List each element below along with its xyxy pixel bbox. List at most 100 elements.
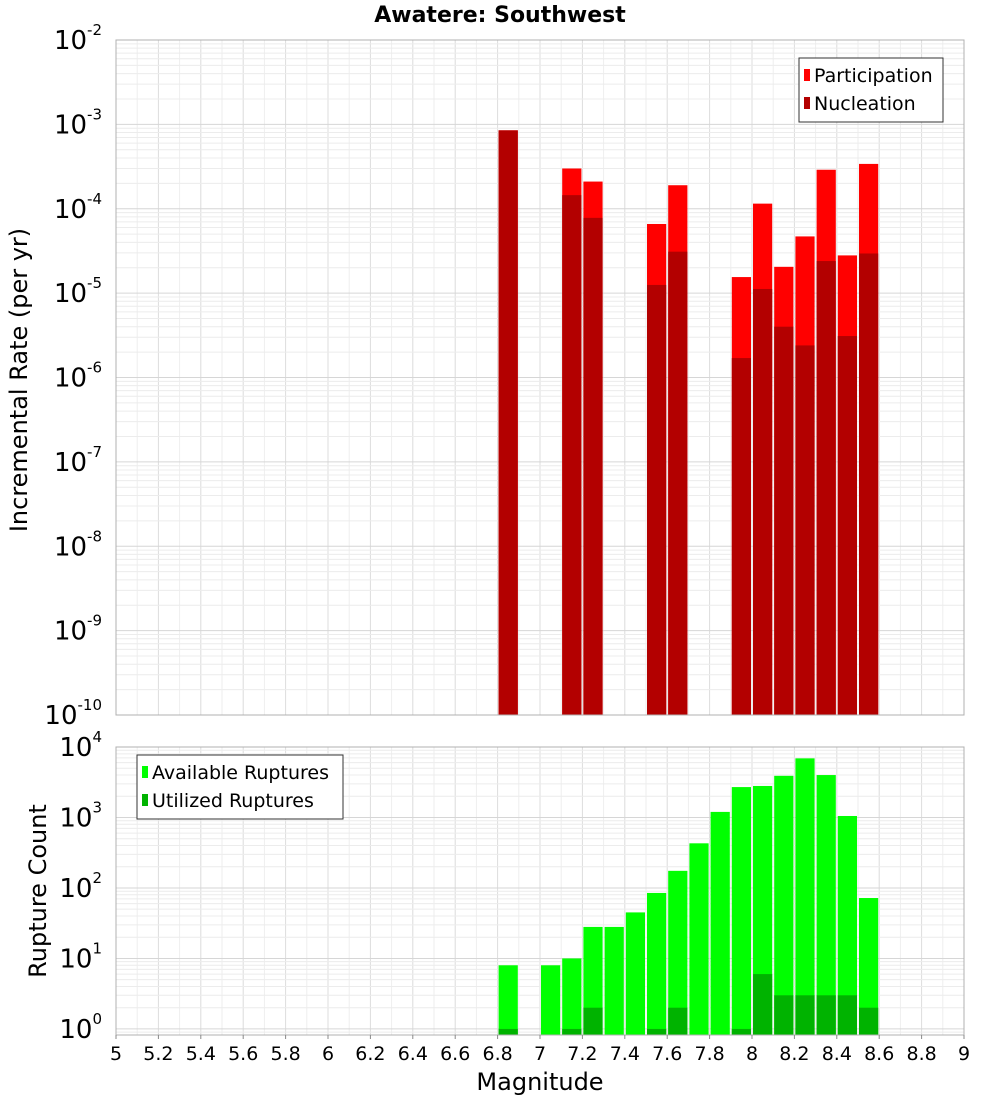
bottom-y-axis-label: Rupture Count xyxy=(24,804,52,978)
y-tick-label: 104 xyxy=(59,728,102,763)
legend-box xyxy=(798,57,944,123)
y-tick-label: 10-8 xyxy=(54,527,102,562)
x-tick-label: 8.8 xyxy=(906,1043,936,1065)
bottom-bar-b xyxy=(795,995,815,1035)
y-tick-label: 10-9 xyxy=(54,612,102,647)
legend-box xyxy=(136,754,344,820)
bottom-bar-b xyxy=(647,1028,667,1035)
bottom-bar-a xyxy=(541,965,561,1035)
y-tick-label: 103 xyxy=(59,798,102,833)
y-tick-label: 10-10 xyxy=(44,696,102,731)
bottom-bar-a xyxy=(562,958,582,1035)
legend-swatch xyxy=(142,766,148,778)
legend-swatch xyxy=(142,794,148,806)
top-bar-b xyxy=(753,288,773,715)
y-tick-label: 10-5 xyxy=(54,274,102,309)
x-tick-label: 6.6 xyxy=(440,1043,470,1065)
top-plot-border xyxy=(115,39,965,716)
top-bar-b xyxy=(562,195,582,715)
top-bar-b xyxy=(731,358,751,715)
bottom-bar-b xyxy=(859,1007,879,1035)
top-bar-b xyxy=(837,336,857,715)
x-tick-label: 5.6 xyxy=(228,1043,258,1065)
bottom-bar-b xyxy=(731,1028,751,1035)
bottom-bar-a xyxy=(795,758,815,1035)
x-tick-label: 5.8 xyxy=(270,1043,300,1065)
bottom-bar-b xyxy=(668,1007,688,1035)
x-tick-label: 8.6 xyxy=(864,1043,894,1065)
y-tick-label: 10-3 xyxy=(54,105,102,140)
bottom-bar-a xyxy=(816,775,836,1035)
legend-swatch xyxy=(804,97,810,109)
chart-title: Awatere: Southwest xyxy=(374,3,626,28)
x-tick-label: 7.2 xyxy=(567,1043,597,1065)
y-tick-label: 10-2 xyxy=(54,21,102,56)
top-bars xyxy=(498,130,879,716)
bottom-bar-a xyxy=(647,892,667,1035)
bottom-bar-a xyxy=(753,785,773,1035)
bottom-bar-a xyxy=(731,787,751,1035)
bottom-bar-a xyxy=(859,898,879,1035)
bottom-bar-b xyxy=(498,1028,518,1035)
bottom-bar-b xyxy=(562,1028,582,1035)
y-tick-label: 100 xyxy=(59,1010,102,1045)
legend-label: Participation xyxy=(814,65,933,87)
top-y-axis-label: Incremental Rate (per yr) xyxy=(5,228,33,532)
bottom-bar-a xyxy=(710,811,730,1035)
top-grid xyxy=(115,39,965,716)
x-tick-label: 7 xyxy=(534,1043,546,1065)
legend-label: Nucleation xyxy=(814,93,916,115)
y-tick-label: 10-4 xyxy=(54,190,102,225)
legend-label: Utilized Ruptures xyxy=(152,790,314,812)
top-y-tick-labels: 10-2 10-3 10-4 10-5 10-6 10-7 10-8 10-9 10-10 xyxy=(44,21,102,731)
x-axis-label: Magnitude xyxy=(476,1068,603,1096)
bottom-bar-a xyxy=(837,815,857,1035)
legend-label: Available Ruptures xyxy=(152,762,329,784)
x-tick-label: 6.2 xyxy=(355,1043,385,1065)
x-tick-label: 7.8 xyxy=(694,1043,724,1065)
x-tick-label: 8.4 xyxy=(822,1043,852,1065)
y-tick-label: 102 xyxy=(59,869,102,904)
x-tick-label: 7.4 xyxy=(610,1043,640,1065)
bottom-bar-b xyxy=(583,1007,603,1035)
bottom-bar-b xyxy=(816,995,836,1035)
x-tick-label: 5.4 xyxy=(186,1043,216,1065)
y-tick-label: 10-6 xyxy=(54,359,102,394)
bottom-bars xyxy=(498,758,879,1035)
x-tick-label: 6 xyxy=(322,1043,334,1065)
bottom-panel: 104 103 102 101 100 5 5.2 5.4 5.6 5.8 6 6.2 6.4 6.6 6… xyxy=(24,728,970,1096)
bottom-bar-b xyxy=(774,995,794,1035)
bottom-bar-a xyxy=(625,912,645,1035)
top-bar-b xyxy=(668,251,688,715)
x-tick-label: 9 xyxy=(958,1043,970,1065)
top-bar-b xyxy=(795,345,815,715)
bottom-bar-b xyxy=(837,995,857,1035)
x-tick-label: 5.2 xyxy=(143,1043,173,1065)
x-tick-label: 7.6 xyxy=(652,1043,682,1065)
x-tick-label: 5 xyxy=(110,1043,122,1065)
x-tick-label: 8 xyxy=(746,1043,758,1065)
x-tick-label: 6.8 xyxy=(482,1043,512,1065)
bottom-legend: Available Ruptures Utilized Ruptures xyxy=(136,754,344,820)
bottom-bar-a xyxy=(498,965,518,1035)
y-tick-label: 101 xyxy=(59,939,102,974)
top-panel: 10-2 10-3 10-4 10-5 10-6 10-7 10-8 10-9 10-10 In… xyxy=(5,21,965,731)
x-tick-label: 6.4 xyxy=(398,1043,428,1065)
top-bar-b xyxy=(859,253,879,715)
bottom-bar-a xyxy=(774,775,794,1035)
top-bar-b xyxy=(498,130,518,716)
top-bar-b xyxy=(774,326,794,715)
bottom-bar-a xyxy=(668,870,688,1035)
legend-swatch xyxy=(804,69,810,81)
top-bar-b xyxy=(583,217,603,715)
bottom-bar-b xyxy=(753,974,773,1035)
bottom-bar-a xyxy=(689,843,709,1035)
top-legend: Participation Nucleation xyxy=(798,57,944,123)
bottom-y-tick-labels: 104 103 102 101 100 xyxy=(59,728,102,1045)
x-tick-label: 8.2 xyxy=(779,1043,809,1065)
top-bar-b xyxy=(647,284,667,715)
top-bar-b xyxy=(816,261,836,715)
x-tick-labels: 5 5.2 5.4 5.6 5.8 6 6.2 6.4 6.6 6.8 7 7.2 7.4 7.6 7.8 8… xyxy=(110,1035,970,1065)
y-tick-label: 10-7 xyxy=(54,443,102,478)
